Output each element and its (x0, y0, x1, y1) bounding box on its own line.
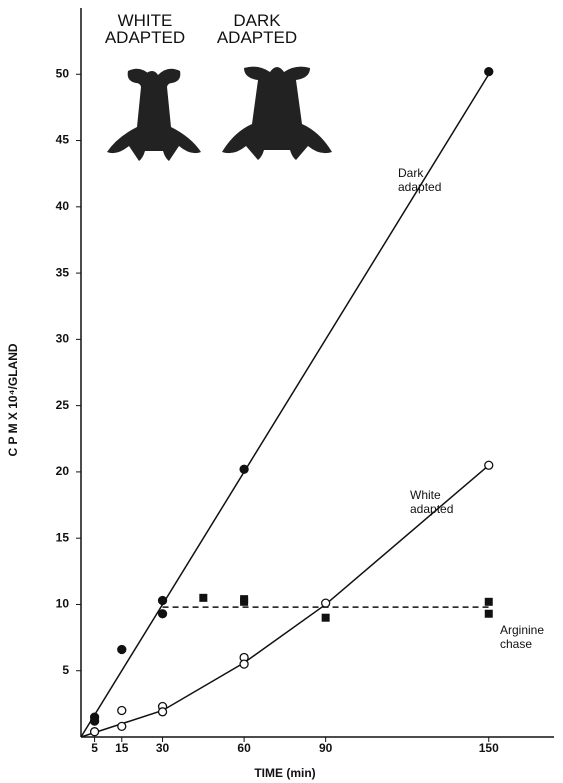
y-tick-label: 30 (56, 332, 70, 346)
series-label: Dark adapted (398, 166, 442, 194)
point (321, 613, 330, 622)
point (484, 609, 493, 618)
point (117, 644, 127, 655)
header-label: WHITE ADAPTED (104, 11, 186, 47)
y-tick-label: 40 (56, 199, 70, 213)
y-tick-label: 20 (56, 464, 70, 478)
series-label: White adapted (410, 488, 454, 516)
frog-illustrations (107, 66, 332, 161)
point (157, 609, 168, 619)
y-tick-label: 45 (56, 133, 70, 147)
point (89, 727, 100, 737)
x-tick-label: 150 (479, 741, 499, 755)
header-label: DARK ADAPTED (216, 11, 298, 47)
series-label: Arginine chase (500, 623, 545, 651)
point (89, 716, 100, 726)
fit-line (80, 73, 490, 738)
point (240, 597, 249, 606)
point (239, 659, 249, 669)
point (239, 464, 249, 474)
y-tick-label: 10 (56, 597, 70, 611)
y-tick-label: 35 (56, 265, 70, 279)
y-tick-label: 50 (56, 66, 70, 80)
x-tick-label: 90 (319, 741, 333, 755)
point (484, 66, 494, 77)
y-tick-label: 25 (56, 398, 70, 412)
x-tick-label: 30 (156, 741, 170, 755)
x-tick-label: 15 (115, 741, 129, 755)
point (117, 705, 127, 716)
y-tick-label: 5 (62, 663, 69, 677)
x-tick-label: 5 (91, 741, 98, 755)
y-tick-label: 15 (56, 530, 70, 544)
point (199, 593, 208, 602)
x-axis-title: TIME (min) (254, 766, 315, 780)
point (157, 595, 168, 606)
point (321, 598, 331, 608)
point (157, 707, 168, 717)
point (117, 721, 127, 732)
point (484, 597, 493, 606)
point (484, 460, 494, 470)
y-axis-title: C P M X 10⁴/GLAND (6, 343, 20, 456)
x-tick-label: 60 (237, 741, 251, 755)
